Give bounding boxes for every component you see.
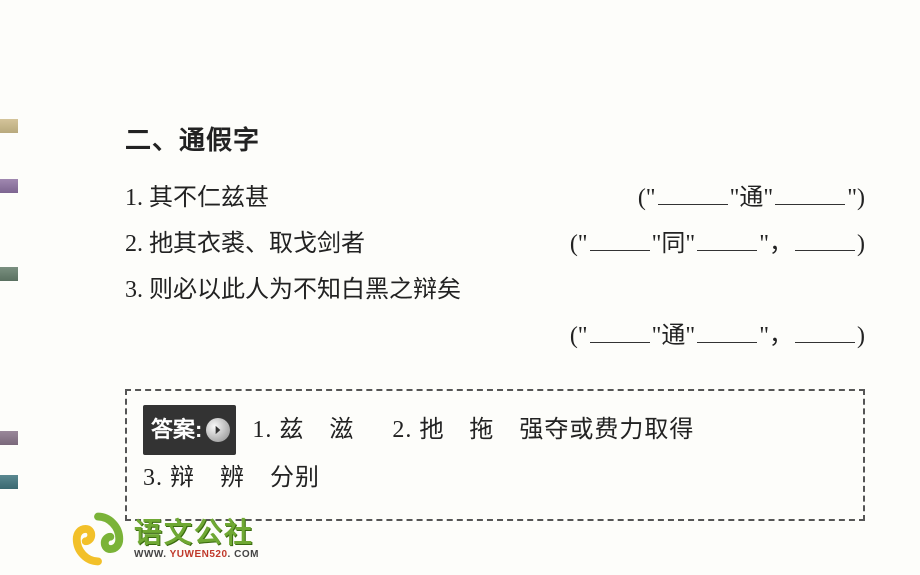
blank	[697, 321, 757, 343]
question-2: 2. 扡其衣裘、取戈剑者 (""同""，)	[125, 221, 865, 267]
logo-swirl-icon	[70, 511, 126, 567]
q3-text: 则必以此人为不知白黑之辩矣	[149, 277, 461, 303]
answer-label: 答案:	[143, 405, 236, 455]
blank	[795, 229, 855, 251]
logo-text-cn: 语文公社	[134, 519, 259, 547]
blank	[658, 183, 728, 205]
q3-num: 3.	[125, 277, 143, 303]
sidebar-tab[interactable]	[0, 119, 18, 133]
q1-num: 1.	[125, 185, 143, 211]
q1-text: 其不仁兹甚	[149, 185, 269, 211]
blank	[697, 229, 757, 251]
document-content: 二、通假字 1. 其不仁兹甚 (""通"") 2. 扡其衣裘、取戈剑者 (""同…	[125, 120, 865, 521]
question-3: 3. 则必以此人为不知白黑之辩矣	[125, 267, 865, 313]
sidebar-tab[interactable]	[0, 431, 18, 445]
answer-3: 3. 辩 辨 分别	[143, 465, 320, 491]
answer-2: 2. 扡 拖 强夺或费力取得	[392, 417, 694, 443]
answer-box: 答案: 1. 兹 滋 2. 扡 拖 强夺或费力取得 3. 辩 辨 分别	[125, 389, 865, 521]
sidebar-tab[interactable]	[0, 267, 18, 281]
sidebar-tabs	[0, 0, 18, 575]
question-3-paren: (""通""，)	[125, 313, 865, 359]
answer-1: 1. 兹 滋	[252, 417, 354, 443]
logo-url: WWW. YUWEN520. COM	[134, 549, 259, 560]
blank	[590, 321, 650, 343]
site-logo: 语文公社 WWW. YUWEN520. COM	[70, 511, 259, 567]
question-1: 1. 其不仁兹甚 (""通"")	[125, 175, 865, 221]
sidebar-tab[interactable]	[0, 475, 18, 489]
sidebar-tab[interactable]	[0, 179, 18, 193]
blank	[775, 183, 845, 205]
section-title: 二、通假字	[125, 120, 865, 157]
q2-text: 扡其衣裘、取戈剑者	[149, 231, 365, 257]
q2-num: 2.	[125, 231, 143, 257]
blank	[590, 229, 650, 251]
blank	[795, 321, 855, 343]
arrow-icon	[206, 418, 230, 442]
